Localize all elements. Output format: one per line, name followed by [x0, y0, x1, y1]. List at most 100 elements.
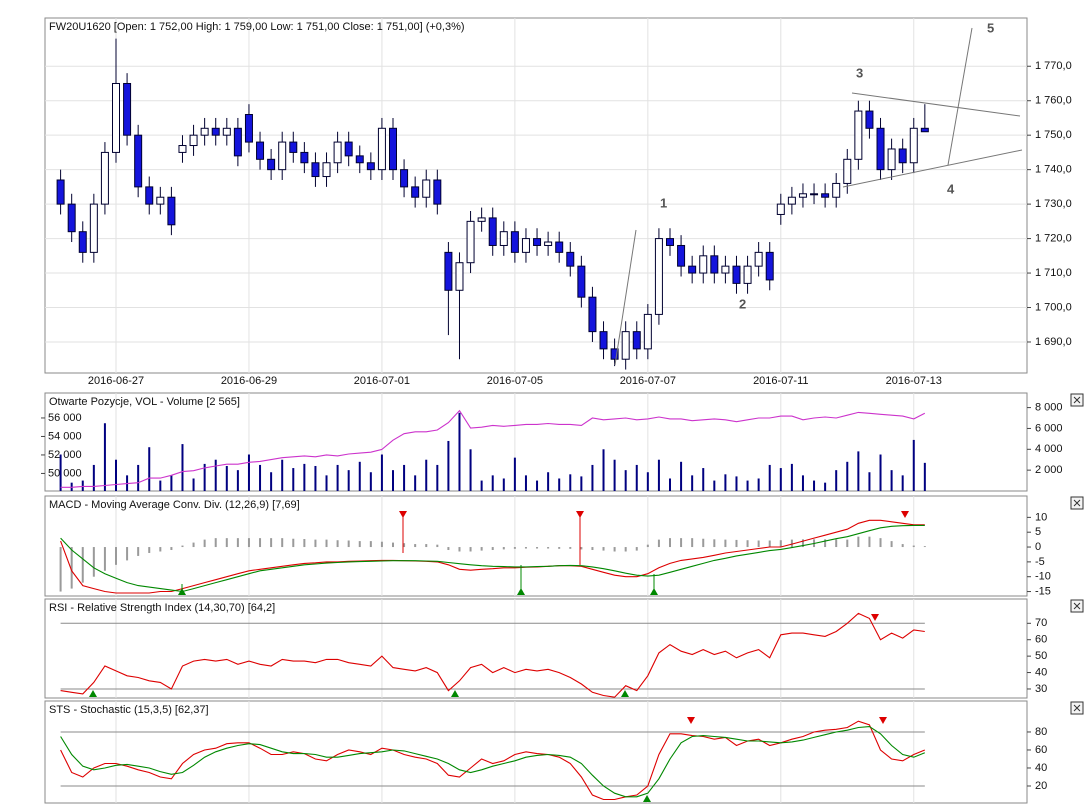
bar — [281, 459, 284, 491]
close-button[interactable] — [1070, 701, 1084, 715]
bar — [447, 547, 450, 551]
bar — [669, 538, 671, 548]
candle-body — [322, 162, 331, 178]
candle-body — [134, 134, 143, 188]
close-button[interactable] — [1070, 599, 1084, 613]
bar — [691, 538, 694, 548]
bar — [303, 539, 306, 548]
x-tick-label: 2016-07-11 — [753, 375, 808, 387]
bar — [624, 470, 627, 491]
panel-title: FW20U1620 [Open: 1 752,00 High: 1 759,00… — [49, 21, 465, 33]
x-tick-label: 2016-06-29 — [221, 375, 277, 387]
y-tick-label: -15 — [1035, 585, 1051, 597]
candle-body — [112, 82, 120, 153]
bar — [192, 542, 195, 548]
bar — [137, 464, 140, 491]
bar — [835, 470, 838, 491]
bar — [203, 539, 206, 548]
bar — [624, 547, 627, 552]
candle-body — [455, 262, 464, 291]
line-series — [60, 524, 925, 593]
bar — [480, 480, 483, 491]
bar — [790, 463, 793, 491]
bar — [292, 468, 295, 491]
wave-label: 5 — [987, 20, 994, 35]
bar — [879, 538, 882, 548]
candle-body — [798, 193, 807, 198]
bar — [92, 464, 95, 491]
bar — [524, 547, 527, 549]
y-tick-label: 52 000 — [48, 449, 82, 461]
candle-body — [765, 251, 774, 281]
candle-body — [776, 203, 785, 215]
panel-title: RSI - Relative Strength Index (14,30,70)… — [49, 602, 275, 614]
bar — [214, 538, 217, 548]
candle-body — [167, 196, 176, 226]
bar — [746, 540, 749, 548]
bar — [724, 539, 727, 548]
bar — [613, 547, 616, 552]
bar — [214, 459, 217, 491]
sell-signal — [576, 511, 584, 518]
trend-line — [614, 229, 637, 366]
close-buttons — [1070, 393, 1084, 715]
bar — [369, 541, 372, 548]
candle-body — [743, 265, 752, 284]
candle-body — [555, 241, 564, 253]
bar — [580, 547, 583, 550]
bar — [735, 476, 738, 491]
bar — [148, 447, 151, 491]
y-tick-label: 1 700,0 — [1035, 301, 1072, 313]
signals — [89, 511, 909, 802]
buy-signal — [650, 588, 658, 595]
bar — [646, 544, 649, 548]
candle-body — [300, 151, 309, 164]
close-button[interactable] — [1070, 496, 1084, 510]
bar — [779, 468, 782, 491]
bar — [591, 547, 594, 551]
candle-body — [488, 217, 497, 246]
bar — [912, 545, 915, 548]
y-tick-label: 80 — [1035, 726, 1047, 738]
bar — [502, 547, 505, 550]
bar — [436, 464, 439, 491]
bar — [170, 547, 173, 551]
bar — [746, 480, 749, 491]
bar — [646, 472, 649, 491]
bar — [513, 457, 516, 491]
candle-body — [920, 127, 929, 133]
bar — [879, 454, 882, 491]
bar — [536, 480, 539, 491]
candle-body — [610, 348, 619, 360]
bar — [369, 472, 372, 491]
bar — [824, 482, 827, 491]
bar — [314, 465, 317, 491]
bar — [702, 468, 705, 491]
bar — [912, 439, 915, 491]
candle-body — [123, 82, 132, 136]
bar — [425, 544, 428, 548]
bar — [392, 470, 394, 491]
bar — [901, 544, 904, 548]
candle-body — [311, 162, 320, 178]
candle-body — [577, 265, 586, 298]
close-button[interactable] — [1070, 393, 1084, 407]
candle-body — [422, 179, 431, 198]
wave-label: 4 — [947, 181, 955, 196]
panel-title: MACD - Moving Average Conv. Div. (12,26,… — [49, 499, 300, 511]
bar — [846, 461, 849, 491]
candle-body — [211, 127, 220, 136]
candle-body — [566, 251, 575, 267]
candle-body — [256, 141, 265, 160]
bar — [491, 547, 494, 551]
bar — [137, 547, 140, 556]
y-tick-label: 1 710,0 — [1035, 267, 1072, 279]
candle-body — [289, 141, 298, 153]
bar — [347, 540, 350, 548]
bar — [81, 547, 84, 583]
bar — [713, 480, 716, 491]
y-tick-label: -10 — [1035, 571, 1051, 583]
sell-signal — [399, 511, 407, 518]
x-tick-label: 2016-06-27 — [88, 375, 144, 387]
